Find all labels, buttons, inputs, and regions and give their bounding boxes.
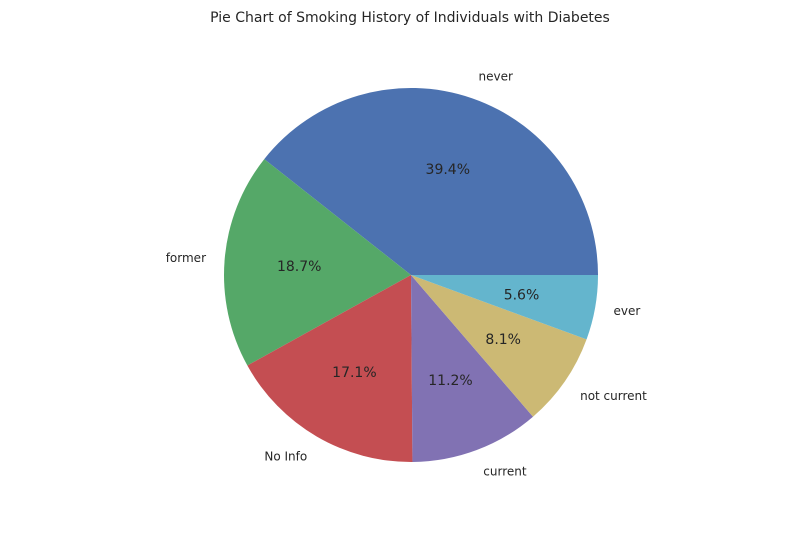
category-label-not-current: not current <box>580 389 647 403</box>
pie-slice-never <box>264 88 598 275</box>
pie-slice-current <box>411 275 534 462</box>
category-label-never: never <box>479 70 513 84</box>
category-label-current: current <box>483 465 527 479</box>
chart-title: Pie Chart of Smoking History of Individu… <box>210 10 610 26</box>
pie-slice-not-current <box>411 275 587 417</box>
pie-slice-ever <box>411 275 598 340</box>
category-label-ever: ever <box>614 304 641 318</box>
category-label-former: former <box>166 251 206 265</box>
percent-label-never: 39.4% <box>426 162 470 178</box>
category-label-no-info: No Info <box>264 450 307 464</box>
percent-label-no-info: 17.1% <box>332 365 376 381</box>
percent-label-current: 11.2% <box>428 373 472 389</box>
pie-slice-former <box>224 159 411 366</box>
percent-label-not-current: 8.1% <box>485 332 521 348</box>
pie-labels: never 39.4% former 18.7% No Info 17.1% current… <box>166 70 647 479</box>
pie-slice-no-info <box>247 275 413 462</box>
pie-slices <box>224 88 598 462</box>
percent-label-former: 18.7% <box>277 259 321 275</box>
percent-label-ever: 5.6% <box>504 288 540 304</box>
